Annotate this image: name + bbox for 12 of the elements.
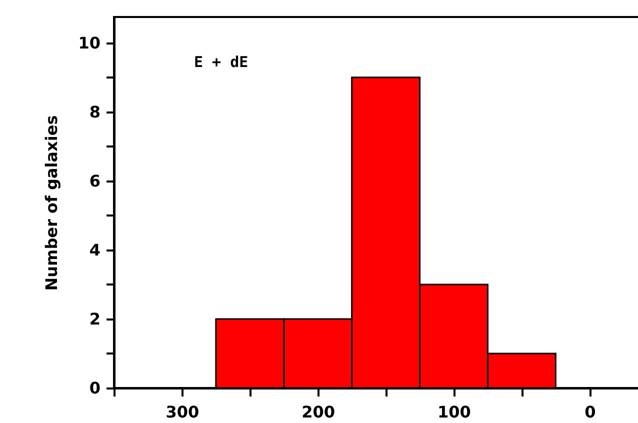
y-tick-label: 0 xyxy=(89,378,100,398)
y-tick-label: 6 xyxy=(89,171,100,190)
x-tick-label: 300 xyxy=(166,402,200,422)
x-tick-label: 200 xyxy=(302,402,336,422)
y-axis-title: Number of galaxies xyxy=(42,115,62,291)
x-tick-label: 0 xyxy=(584,402,596,422)
y-tick-label: 2 xyxy=(89,309,100,328)
y-tick-label: 4 xyxy=(89,240,100,260)
y-tick-label: 10 xyxy=(78,33,100,52)
x-tick-label: 100 xyxy=(438,402,471,422)
y-tick-label: 8 xyxy=(89,102,100,122)
annotation: E + dE xyxy=(194,53,248,71)
